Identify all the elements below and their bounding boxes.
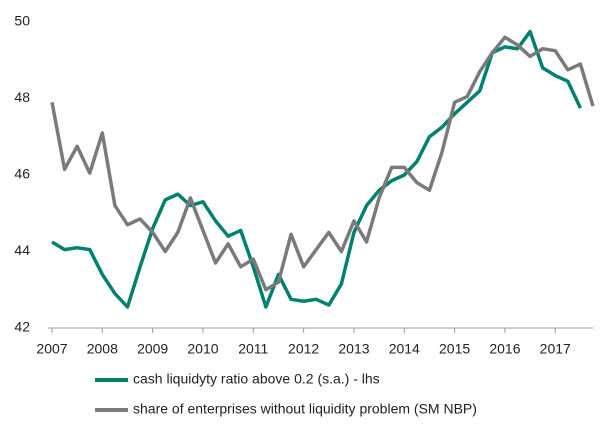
series-line xyxy=(50,35,595,292)
y-tick-label: 42 xyxy=(14,319,30,335)
x-tick-label: 2016 xyxy=(489,341,520,357)
x-tick-label: 2014 xyxy=(389,341,420,357)
y-tick-label: 48 xyxy=(14,89,30,105)
y-tick-label: 50 xyxy=(14,13,30,29)
series-line xyxy=(51,29,583,309)
x-tick-label: 2017 xyxy=(540,341,571,357)
x-tick-label: 2008 xyxy=(87,341,118,357)
x-tick-label: 2007 xyxy=(36,341,67,357)
legend-label: cash liquidyty ratio above 0.2 (s.a.) - … xyxy=(133,371,380,387)
y-tick-label: 44 xyxy=(14,242,30,258)
x-tick-label: 2010 xyxy=(187,341,218,357)
x-tick-label: 2009 xyxy=(137,341,168,357)
legend-label: share of enterprises without liquidity p… xyxy=(133,401,477,417)
x-tick-label: 2013 xyxy=(338,341,369,357)
x-tick-label: 2011 xyxy=(238,341,268,357)
y-tick-label: 46 xyxy=(14,166,30,182)
x-tick-label: 2015 xyxy=(439,341,470,357)
x-tick-label: 2012 xyxy=(288,341,319,357)
